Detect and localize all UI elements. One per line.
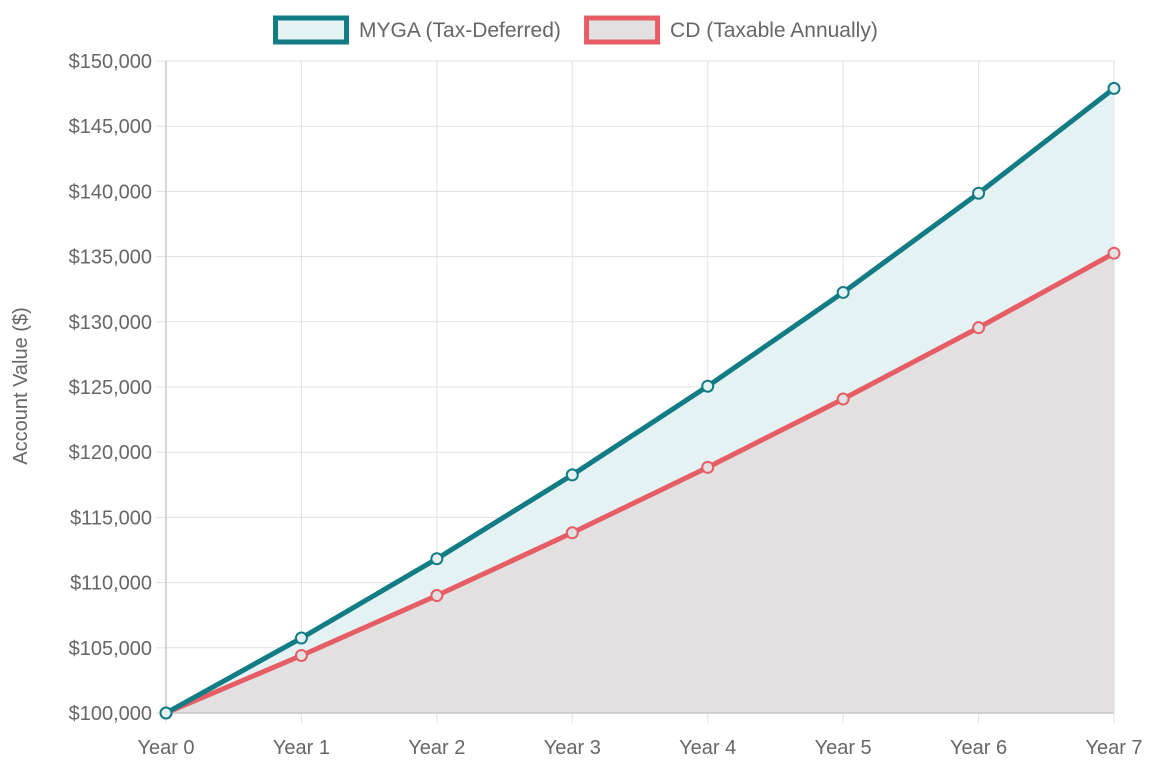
y-tick-label: $120,000 — [69, 442, 152, 464]
data-point[interactable] — [972, 321, 986, 335]
data-point[interactable] — [701, 379, 715, 393]
y-tick-label: $140,000 — [69, 181, 152, 203]
series-area-2 — [166, 253, 1114, 713]
legend-swatch — [273, 15, 350, 45]
y-tick-label: $130,000 — [69, 312, 152, 334]
y-axis-title: Account Value ($) — [10, 307, 32, 465]
data-point[interactable] — [701, 460, 715, 474]
y-tick-label: $100,000 — [69, 703, 152, 725]
x-tick-label: Year 7 — [1085, 737, 1142, 759]
x-tick-label: Year 0 — [137, 737, 194, 759]
x-tick-label: Year 1 — [273, 737, 330, 759]
legend-item-2[interactable]: CD (Taxable Annually) — [584, 15, 878, 45]
y-tick-label: $105,000 — [69, 638, 152, 660]
y-tick-label: $150,000 — [69, 51, 152, 73]
data-point[interactable] — [1107, 81, 1121, 95]
data-point[interactable] — [972, 186, 986, 200]
data-point[interactable] — [294, 648, 308, 662]
x-tick-label: Year 2 — [408, 737, 465, 759]
y-tick-label: $115,000 — [70, 507, 152, 529]
legend-swatch — [584, 15, 661, 45]
series-line-1 — [163, 85, 1117, 716]
data-point[interactable] — [159, 706, 173, 720]
data-point[interactable] — [1107, 246, 1121, 260]
legend-label: MYGA (Tax-Deferred) — [359, 19, 561, 42]
x-tick-label: Year 5 — [815, 737, 872, 759]
legend-label: CD (Taxable Annually) — [670, 19, 878, 42]
y-tick-label: $110,000 — [70, 573, 152, 595]
axes — [165, 61, 1114, 714]
series-line-2 — [163, 250, 1117, 716]
data-point[interactable] — [565, 468, 579, 482]
data-point[interactable] — [294, 631, 308, 645]
data-point[interactable] — [430, 552, 444, 566]
y-tick-label: $145,000 — [69, 116, 152, 138]
x-tick-label: Year 4 — [679, 737, 736, 759]
x-tick-label: Year 3 — [544, 737, 601, 759]
tick-labels: $100,000 $105,000 $110,000 $115,000 $120,000… — [69, 51, 1143, 759]
legend-item-1[interactable]: MYGA (Tax-Deferred) — [273, 15, 561, 45]
area-fills — [166, 88, 1114, 713]
y-tick-label: $135,000 — [69, 247, 152, 269]
legend: MYGA (Tax-Deferred) CD (Taxable Annually) — [273, 15, 878, 45]
data-point[interactable] — [430, 589, 444, 603]
data-point[interactable] — [565, 526, 579, 540]
data-point[interactable] — [836, 285, 850, 299]
x-tick-label: Year 6 — [950, 737, 1007, 759]
series-lines — [163, 85, 1117, 716]
data-points — [159, 81, 1121, 720]
y-tick-label: $125,000 — [69, 377, 152, 399]
data-point[interactable] — [836, 392, 850, 406]
